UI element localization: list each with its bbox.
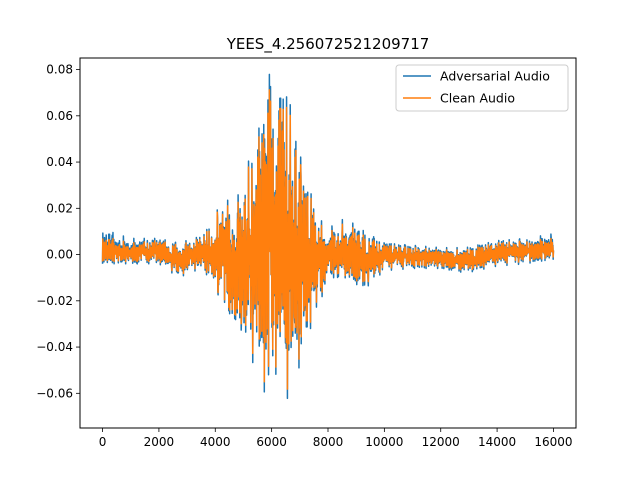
legend-label: Adversarial Audio	[440, 69, 550, 84]
x-tick-label: 8000	[313, 435, 344, 449]
x-tick-label: 12000	[422, 435, 460, 449]
plot-area	[101, 73, 555, 400]
x-tick-label: 2000	[144, 435, 175, 449]
y-tick-label: 0.00	[46, 248, 73, 262]
x-tick-label: 10000	[365, 435, 403, 449]
y-tick-label: −0.06	[36, 386, 73, 400]
legend-box	[395, 64, 569, 112]
x-tick-label: 14000	[478, 435, 516, 449]
series-line-clean-audio	[101, 89, 555, 390]
y-tick-label: −0.04	[36, 340, 73, 354]
y-axis: −0.06 −0.04 −0.02 0.00 0.02 0.04 0.06 0.08	[36, 63, 80, 400]
legend: Adversarial Audio Clean Audio	[395, 64, 569, 112]
y-tick-label: 0.04	[46, 155, 73, 169]
y-tick-label: −0.02	[36, 294, 73, 308]
legend-label: Clean Audio	[440, 91, 515, 106]
x-tick-label: 0	[99, 435, 107, 449]
x-tick-label: 4000	[200, 435, 231, 449]
x-tick-label: 6000	[256, 435, 287, 449]
plot-frame	[79, 57, 577, 429]
y-tick-label: 0.02	[46, 201, 73, 215]
x-tick-label: 16000	[534, 435, 572, 449]
y-tick-label: 0.08	[46, 63, 73, 77]
x-axis: 0 2000 4000 6000 8000 10000 12000 14000 16000	[99, 428, 573, 449]
chart-title: YEES_4.256072521209717	[226, 35, 430, 54]
y-tick-label: 0.06	[46, 109, 73, 123]
